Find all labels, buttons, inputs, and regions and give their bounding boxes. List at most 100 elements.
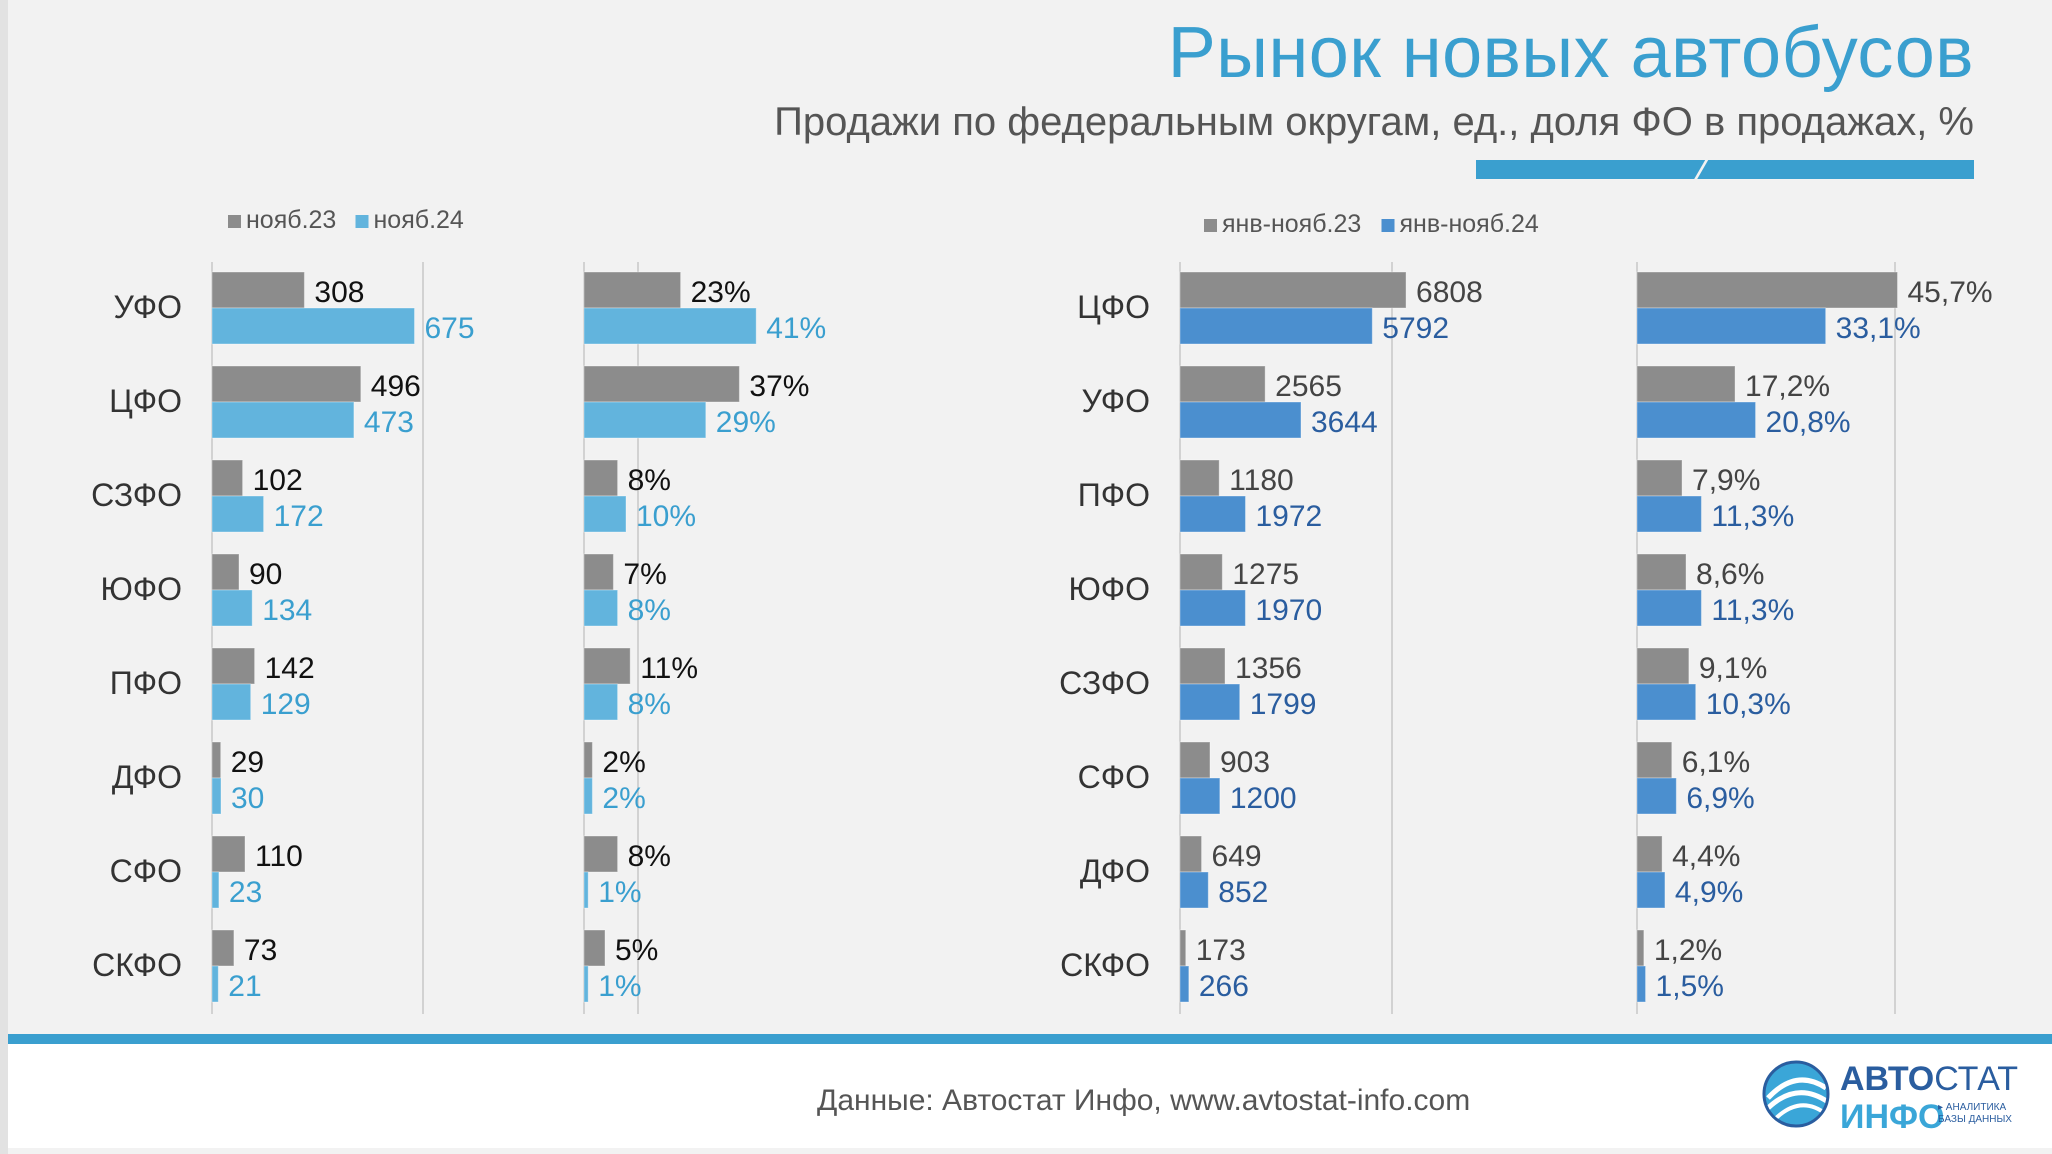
data-label-2-1-1: 3644 — [1311, 406, 1378, 439]
legend-label-2-0: янв-нояб.23 — [1222, 210, 1361, 238]
bar-3-1-3 — [1636, 589, 1702, 627]
bar-1-1-7 — [583, 965, 589, 1003]
data-label-1-0-2: 8% — [628, 464, 671, 497]
bar-3-0-4 — [1636, 647, 1690, 685]
bar-1-0-7 — [583, 929, 606, 967]
data-label-1-1-0: 41% — [766, 312, 826, 345]
data-label-0-1-1: 473 — [364, 406, 414, 439]
bar-3-0-7 — [1636, 929, 1645, 967]
data-label-0-1-3: 134 — [262, 594, 312, 627]
data-label-0-0-2: 102 — [253, 464, 303, 497]
bar-0-1-3 — [211, 589, 253, 627]
data-label-3-1-0: 33,1% — [1836, 312, 1921, 345]
bar-3-0-2 — [1636, 459, 1683, 497]
data-label-0-1-7: 21 — [228, 970, 261, 1003]
data-label-2-1-7: 266 — [1199, 970, 1249, 1003]
category-label-0-4: ПФО — [110, 665, 182, 701]
legend-label-0-1: нояб.24 — [374, 206, 464, 234]
bar-3-0-0 — [1636, 271, 1898, 309]
bar-2-0-0 — [1179, 271, 1407, 309]
bar-1-0-3 — [583, 553, 614, 591]
bar-2-0-6 — [1179, 835, 1203, 873]
legend-label-2-1: янв-нояб.24 — [1400, 210, 1539, 238]
bar-0-0-6 — [211, 835, 246, 873]
data-label-2-0-6: 649 — [1212, 840, 1262, 873]
logo-tagline: ▸ АНАЛИТИКА БАЗЫ ДАННЫХ — [1938, 1102, 2012, 1125]
legend-swatch-2-1 — [1381, 219, 1395, 232]
category-label-2-3: ЮФО — [1068, 571, 1150, 607]
legend-swatch-0-0 — [228, 215, 241, 228]
bar-2-0-7 — [1179, 929, 1187, 967]
bar-3-0-5 — [1636, 741, 1673, 779]
bar-3-1-0 — [1636, 307, 1827, 345]
bar-1-1-5 — [583, 777, 593, 815]
category-label-2-4: СЗФО — [1059, 665, 1150, 701]
data-label-0-1-5: 30 — [231, 782, 264, 815]
category-label-0-2: СЗФО — [91, 477, 182, 513]
left-edge-shadow — [0, 0, 8, 1154]
bar-1-0-0 — [583, 271, 682, 309]
data-label-2-1-5: 1200 — [1230, 782, 1297, 815]
bar-0-0-2 — [211, 459, 244, 497]
data-label-2-0-1: 2565 — [1275, 370, 1342, 403]
bar-3-1-1 — [1636, 401, 1757, 439]
bar-1-1-1 — [583, 401, 707, 439]
company-logo[interactable]: АВТОСТАТ ИНФО ▸ АНАЛИТИКА БАЗЫ ДАННЫХ — [1760, 1052, 2020, 1142]
bar-1-1-4 — [583, 683, 619, 721]
data-label-3-0-2: 7,9% — [1692, 464, 1760, 497]
data-label-3-1-2: 11,3% — [1711, 500, 1794, 533]
data-label-2-0-4: 1356 — [1235, 652, 1302, 685]
data-label-0-0-0: 308 — [314, 276, 364, 309]
category-label-0-7: СКФО — [92, 947, 182, 983]
bar-1-1-3 — [583, 589, 619, 627]
data-label-3-0-4: 9,1% — [1699, 652, 1767, 685]
category-label-2-5: СФО — [1078, 759, 1150, 795]
bar-1-0-6 — [583, 835, 619, 873]
bar-0-0-3 — [211, 553, 240, 591]
data-label-1-0-0: 23% — [691, 276, 751, 309]
bar-0-0-1 — [211, 365, 362, 403]
data-label-3-0-7: 1,2% — [1654, 934, 1722, 967]
data-label-0-1-4: 129 — [261, 688, 311, 721]
bar-2-0-1 — [1179, 365, 1266, 403]
category-label-2-0: ЦФО — [1077, 289, 1150, 325]
charts-canvas: нояб.23 нояб.24 УФО ЦФО СЗФО ЮФО ПФО ДФО СФО СКФО… — [91, 206, 1993, 1014]
bar-3-0-3 — [1636, 553, 1687, 591]
data-label-1-0-3: 7% — [623, 558, 666, 591]
data-label-3-1-6: 4,9% — [1675, 876, 1743, 909]
data-label-1-0-6: 8% — [628, 840, 671, 873]
bar-1-0-5 — [583, 741, 593, 779]
bar-2-1-7 — [1179, 965, 1190, 1003]
bar-2-0-2 — [1179, 459, 1220, 497]
data-label-3-1-4: 10,3% — [1706, 688, 1791, 721]
bar-3-1-7 — [1636, 965, 1647, 1003]
bar-0-1-7 — [211, 965, 219, 1003]
bar-2-1-4 — [1179, 683, 1241, 721]
data-label-0-1-0: 675 — [425, 312, 475, 345]
data-label-0-1-6: 23 — [229, 876, 262, 909]
logo-text-info: ИНФО — [1840, 1098, 1945, 1136]
data-label-1-0-1: 37% — [749, 370, 809, 403]
data-label-0-0-3: 90 — [249, 558, 282, 591]
data-label-2-1-2: 1972 — [1255, 500, 1322, 533]
bar-2-1-0 — [1179, 307, 1373, 345]
bar-2-0-5 — [1179, 741, 1211, 779]
logo-globe-icon — [1762, 1060, 1830, 1128]
data-label-0-0-6: 110 — [255, 840, 303, 873]
source-note: Данные: Автостат Инфо, www.avtostat-info… — [817, 1084, 1471, 1117]
category-label-2-6: ДФО — [1080, 853, 1150, 889]
page-title: Рынок новых автобусов — [1167, 13, 1974, 93]
footer-divider — [8, 1034, 2052, 1044]
logo-text-stat: СТАТ — [1934, 1060, 2019, 1098]
bar-1-0-1 — [583, 365, 740, 403]
data-label-1-1-3: 8% — [628, 594, 671, 627]
bar-1-0-4 — [583, 647, 631, 685]
data-label-3-1-7: 1,5% — [1656, 970, 1724, 1003]
bar-2-1-2 — [1179, 495, 1246, 533]
data-label-3-0-1: 17,2% — [1745, 370, 1830, 403]
bar-3-1-4 — [1636, 683, 1697, 721]
bar-1-1-0 — [583, 307, 757, 345]
bar-3-1-2 — [1636, 495, 1702, 533]
category-label-2-2: ПФО — [1078, 477, 1150, 513]
bar-0-1-5 — [211, 777, 222, 815]
